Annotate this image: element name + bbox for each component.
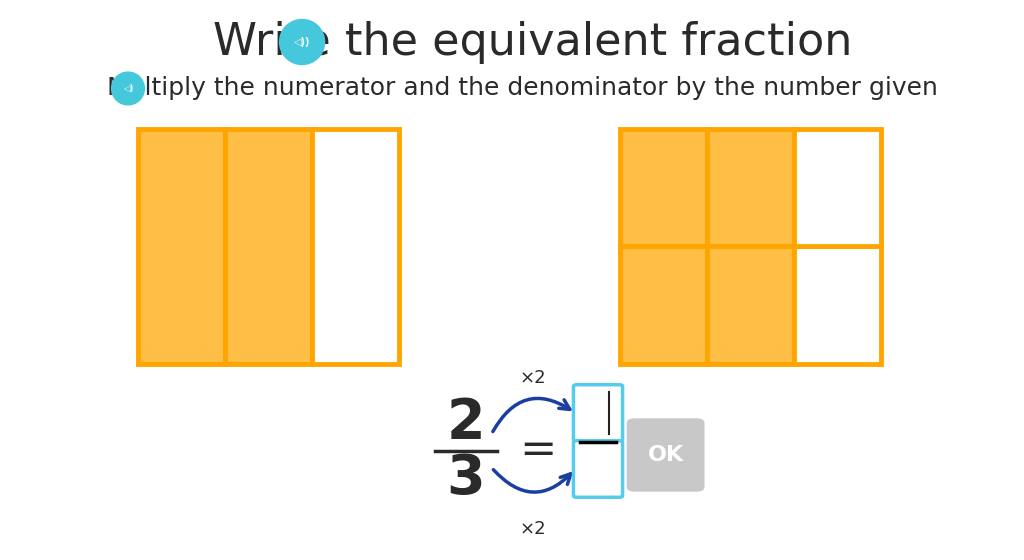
Text: 3: 3 bbox=[446, 452, 485, 506]
Text: ×2: ×2 bbox=[519, 520, 546, 538]
Bar bbox=[794, 129, 881, 246]
Text: ◁)): ◁)) bbox=[294, 37, 310, 47]
Bar bbox=[707, 129, 794, 246]
Text: Multiply the numerator and the denominator by the number given: Multiply the numerator and the denominat… bbox=[106, 77, 938, 100]
Bar bbox=[312, 129, 399, 364]
FancyBboxPatch shape bbox=[627, 418, 705, 492]
Text: Write the equivalent fraction: Write the equivalent fraction bbox=[213, 21, 852, 63]
Bar bbox=[707, 246, 794, 364]
FancyBboxPatch shape bbox=[573, 441, 623, 497]
Bar bbox=[620, 246, 707, 364]
Bar bbox=[794, 246, 881, 364]
Text: =: = bbox=[519, 430, 556, 472]
Ellipse shape bbox=[280, 20, 325, 64]
Bar bbox=[225, 129, 312, 364]
Bar bbox=[620, 129, 707, 246]
Text: ◁): ◁) bbox=[123, 84, 133, 93]
Text: OK: OK bbox=[647, 445, 684, 465]
Text: 2: 2 bbox=[446, 396, 485, 450]
Bar bbox=[138, 129, 225, 364]
Ellipse shape bbox=[112, 72, 144, 105]
FancyBboxPatch shape bbox=[573, 385, 623, 441]
Text: ×2: ×2 bbox=[519, 369, 546, 387]
